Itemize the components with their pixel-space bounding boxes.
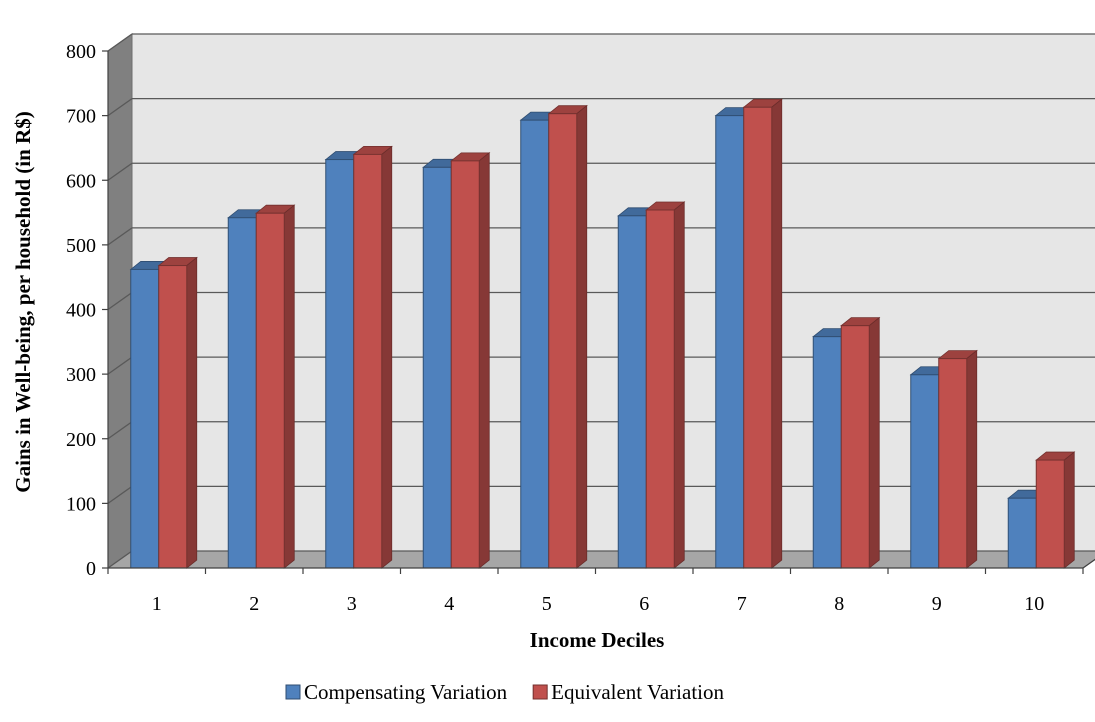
gridline-side xyxy=(107,550,133,569)
bar-front xyxy=(617,215,647,569)
bar-side xyxy=(478,152,490,569)
bar-front xyxy=(255,212,285,569)
bar-side xyxy=(576,104,588,569)
gridline-side xyxy=(107,356,133,375)
bar-front xyxy=(715,115,745,569)
x-tick-label: 6 xyxy=(639,593,649,615)
bar-front xyxy=(938,358,968,569)
x-axis-title: Income Deciles xyxy=(530,628,665,652)
bar-side xyxy=(771,98,783,569)
x-tick-label: 9 xyxy=(932,593,942,615)
gridline-side xyxy=(107,485,133,504)
x-tick-labels: 1 2 3 4 5 6 7 8 9 10 xyxy=(152,593,1045,615)
floor-edge xyxy=(1082,558,1095,569)
x-tick-label: 2 xyxy=(249,593,259,615)
bar-side xyxy=(966,349,978,569)
legend-label: Equivalent Variation xyxy=(551,680,724,704)
gridline-side xyxy=(107,291,133,311)
x-tick-label: 8 xyxy=(834,593,844,615)
bar-front xyxy=(645,209,675,569)
x-tick-label: 5 xyxy=(542,593,552,615)
bar-front xyxy=(910,374,940,569)
bar-side xyxy=(1063,451,1075,569)
bar-front xyxy=(325,159,355,569)
bar-s2-2 xyxy=(255,204,296,569)
bar-front xyxy=(422,166,452,569)
bar-front xyxy=(450,160,480,569)
bar-front xyxy=(353,153,383,569)
x-tick-label: 4 xyxy=(444,593,454,615)
bar-s2-7 xyxy=(742,98,783,569)
bar-side xyxy=(868,316,880,569)
legend-swatch xyxy=(532,684,548,700)
axes xyxy=(102,50,1095,574)
y-tick-label: 300 xyxy=(66,364,96,386)
bars xyxy=(129,98,1076,569)
bar-front xyxy=(227,217,257,569)
bar-front xyxy=(130,268,160,569)
bar-s2-8 xyxy=(840,316,881,569)
y-tick-label: 700 xyxy=(66,106,96,128)
bar-s2-9 xyxy=(937,349,978,569)
y-tick-label: 200 xyxy=(66,429,96,451)
bar-s2-4 xyxy=(450,152,491,569)
bar-side xyxy=(283,204,295,569)
bar-s2-10 xyxy=(1035,451,1076,569)
bar-front xyxy=(520,119,550,569)
bar-front xyxy=(1035,459,1065,569)
gridline-side xyxy=(107,421,133,440)
bar-front xyxy=(1007,497,1037,569)
bar-s2-5 xyxy=(547,104,588,569)
gridline-side xyxy=(107,227,133,246)
gridline-side xyxy=(107,33,133,52)
x-tick-label: 10 xyxy=(1024,593,1044,615)
bar-front xyxy=(812,336,842,569)
bar-s2-1 xyxy=(157,256,198,569)
gridline-side xyxy=(107,98,133,117)
y-axis-title: Gains in Well-being, per household (in R… xyxy=(11,111,35,492)
bar-side xyxy=(673,201,685,569)
y-tick-label: 500 xyxy=(66,235,96,257)
bar-s2-6 xyxy=(645,201,686,569)
bar-front xyxy=(840,325,870,569)
legend-item-1: Compensating Variation xyxy=(285,680,508,704)
y-tick-label: 400 xyxy=(66,300,96,322)
bar-front xyxy=(158,265,188,569)
legend-label: Compensating Variation xyxy=(304,680,508,704)
gridline-side xyxy=(107,162,133,181)
bar-side xyxy=(381,145,393,569)
y-tick-label: 600 xyxy=(66,170,96,192)
x-tick-label: 7 xyxy=(737,593,747,615)
y-tick-label: 0 xyxy=(86,558,96,580)
legend-item-2: Equivalent Variation xyxy=(532,680,724,704)
bar-front xyxy=(548,113,578,569)
x-tick-label: 1 xyxy=(152,593,162,615)
legend-swatch xyxy=(285,684,301,700)
y-tick-label: 800 xyxy=(66,41,96,63)
y-tick-labels: 0 100 200 300 400 500 600 700 800 xyxy=(66,41,96,580)
bar-side xyxy=(186,256,198,569)
legend: Compensating Variation Equivalent Variati… xyxy=(285,680,724,704)
x-tick-label: 3 xyxy=(347,593,357,615)
bar-s2-3 xyxy=(352,145,393,569)
y-tick-label: 100 xyxy=(66,493,96,515)
bar-front xyxy=(743,106,773,569)
